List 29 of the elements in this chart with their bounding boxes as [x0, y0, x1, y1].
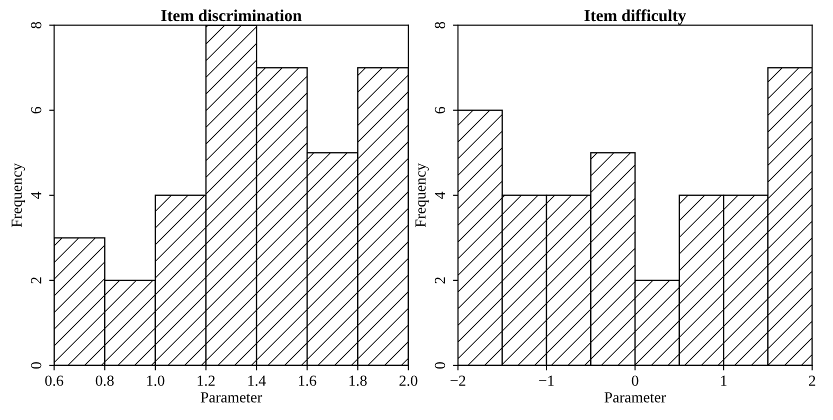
y-tick-label: 8 [31, 22, 42, 28]
x-tick-label: 0 [632, 376, 638, 386]
y-tick-label: 4 [434, 192, 445, 199]
y-tick-label: 6 [434, 106, 446, 114]
y-tick-label: 2 [31, 277, 42, 284]
x-tick-label: 2.0 [399, 376, 418, 386]
y-tick-label: 2 [434, 277, 445, 284]
chart-title: Item discrimination [161, 9, 302, 22]
x-tick-label: 1 [721, 376, 727, 386]
y-tick-label: 0 [434, 362, 446, 369]
y-tick-label: 4 [31, 192, 42, 199]
x-tick-label: 0.6 [45, 376, 64, 386]
x-tick-label: −1 [539, 376, 554, 386]
x-axis-title: Parameter [604, 392, 666, 403]
y-tick-label: 0 [31, 362, 42, 369]
x-tick-label: 1.2 [198, 376, 215, 386]
x-tick-label: 1.8 [350, 376, 367, 386]
chart-title: Item difficulty [584, 9, 686, 25]
x-tick-label: 0.8 [96, 376, 114, 386]
y-axis-title: Frequency [12, 163, 26, 228]
x-tick-label: 1.4 [248, 376, 266, 386]
y-tick-label: 8 [434, 22, 446, 28]
x-tick-label: 1.0 [147, 376, 164, 386]
y-tick-label: 6 [31, 106, 42, 114]
x-tick-label: −2 [450, 376, 466, 386]
x-axis-title: Parameter [200, 392, 262, 403]
x-tick-label: 2 [809, 376, 816, 386]
x-tick-label: 1.6 [298, 376, 316, 386]
y-axis-title: Frequency [416, 163, 429, 228]
